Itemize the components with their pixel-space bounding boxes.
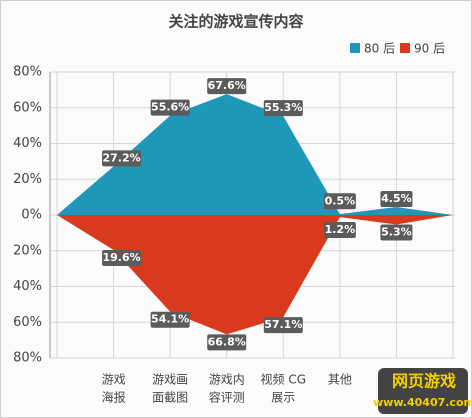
y-tick-label: 80% [13,351,42,366]
value-label-bg [150,311,190,328]
y-tick-label: 20% [13,243,42,258]
x-tick-label: 游戏画 [152,373,188,387]
legend-swatch [350,43,360,53]
value-label-bg [207,334,247,351]
value-label-bg [207,78,247,95]
legend-label: 90 后 [414,42,445,56]
y-tick-label: 40% [13,136,42,151]
x-tick-label: 其他 [328,373,352,387]
x-tick-label: 视频 CG [261,372,307,387]
area [57,215,453,335]
value-label-bg [102,150,142,167]
watermark: www.40407.com [373,396,472,409]
value-label: 0.5% [325,194,356,207]
value-label: 67.6% [208,79,246,92]
y-tick-label: 0% [21,208,42,223]
y-tick-label: 20% [13,172,42,187]
value-label-bg [263,100,303,117]
value-label: 55.6% [151,101,189,114]
value-label: 4.5% [381,192,412,205]
y-tick-label: 60% [13,315,42,330]
value-label-bg [102,250,142,267]
value-label-bg [380,190,413,207]
x-tick-label: 展示 [271,391,295,405]
value-label: 19.6% [102,251,140,264]
value-label-bg [380,224,413,241]
watermark: 网页游戏 [392,372,456,391]
x-tick-label: 容评测 [209,390,245,405]
value-label-bg [323,221,356,238]
x-tick-label: 游戏内 [209,373,245,387]
y-tick-label: 40% [13,279,42,294]
area [57,94,453,215]
watermark-bg [378,368,468,414]
chart-title: 关注的游戏宣传内容 [168,13,303,31]
value-label-bg [263,317,303,334]
value-label: 5.3% [381,225,412,238]
x-tick-label: 游戏 [102,373,126,387]
value-label: 27.2% [102,151,140,164]
y-tick-label: 60% [13,100,42,115]
x-tick-label: 面截图 [152,391,188,405]
y-tick-label: 80% [13,65,42,80]
legend-swatch [400,43,410,53]
value-label: 1.2% [325,223,356,236]
x-tick-label: 海报 [102,390,126,405]
value-label: 66.8% [208,335,246,348]
value-label-bg [150,99,190,116]
value-label: 55.3% [264,101,302,114]
legend-label: 80 后 [364,42,395,56]
value-label-bg [323,193,356,210]
value-label: 54.1% [151,313,189,326]
value-label: 57.1% [264,318,302,331]
